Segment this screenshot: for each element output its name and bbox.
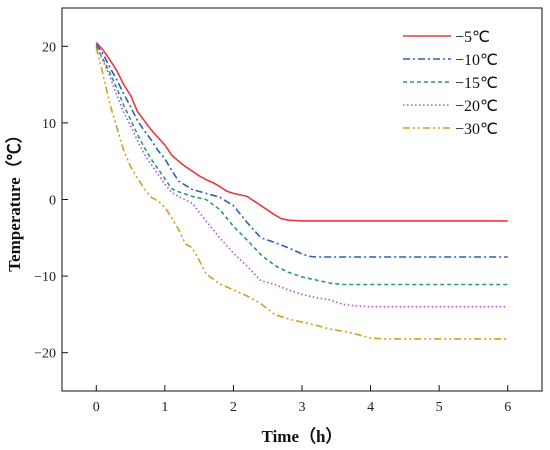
legend-label: −30℃ bbox=[455, 121, 498, 138]
y-tick-label: 10 bbox=[42, 117, 56, 132]
legend-label: −20℃ bbox=[455, 98, 498, 115]
x-tick-label: 3 bbox=[299, 400, 306, 415]
series-line-2 bbox=[95, 43, 508, 258]
y-tick-label: 20 bbox=[42, 40, 56, 55]
legend-label: −5℃ bbox=[455, 29, 490, 46]
series-layer bbox=[95, 41, 508, 340]
x-tick-label: 5 bbox=[436, 400, 443, 415]
x-tick-label: 6 bbox=[504, 400, 511, 415]
series-line-1 bbox=[95, 41, 508, 222]
x-tick-label: 2 bbox=[230, 400, 237, 415]
y-tick-label: −10 bbox=[34, 270, 56, 285]
y-axis-ticks: 20 10 0 −10 −20 bbox=[34, 40, 68, 362]
x-tick-label: 0 bbox=[93, 400, 100, 415]
series-line-4 bbox=[95, 44, 508, 308]
y-tick-label: −20 bbox=[34, 347, 56, 362]
x-tick-label: 1 bbox=[161, 400, 168, 415]
series-line-3 bbox=[95, 45, 508, 286]
series-line-5 bbox=[95, 47, 508, 340]
y-tick-label: 0 bbox=[49, 194, 56, 209]
y-axis-label: Temperature（℃） bbox=[4, 126, 24, 271]
x-axis-ticks: 0 1 2 3 4 5 6 bbox=[93, 385, 511, 415]
x-tick-label: 4 bbox=[367, 400, 374, 415]
legend-label: −15℃ bbox=[455, 75, 498, 92]
x-axis-label: Time（h） bbox=[262, 426, 343, 446]
legend: −5℃ −10℃ −15℃ −20℃ −30℃ bbox=[403, 29, 498, 138]
legend-label: −10℃ bbox=[455, 52, 498, 69]
